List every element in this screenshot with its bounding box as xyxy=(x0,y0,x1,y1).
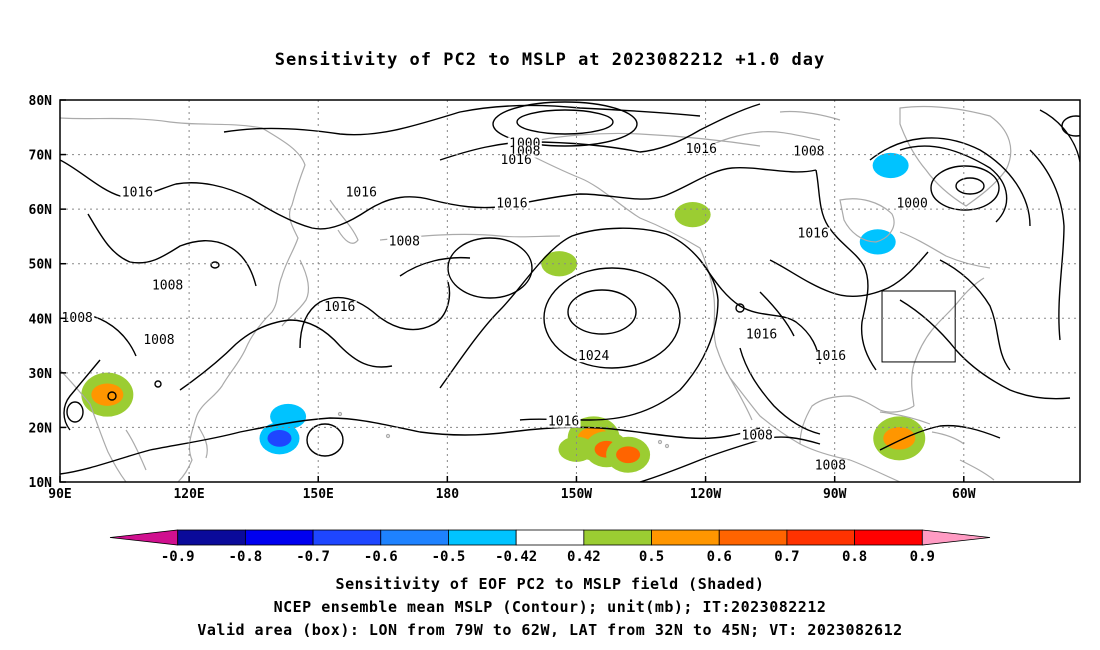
lon-tick-label: 60W xyxy=(952,487,976,502)
lon-tick-label: 120W xyxy=(690,487,721,502)
colorbar-label: 0.8 xyxy=(842,549,867,565)
colorbar-swatch xyxy=(786,529,856,546)
lat-lon-grid xyxy=(60,100,1080,482)
contour-label: 1000 xyxy=(896,196,927,211)
colorbar-swatch xyxy=(244,529,314,546)
lon-tick-label: 90E xyxy=(48,487,71,502)
sensitivity-cell xyxy=(91,383,124,406)
contour-label: 1008 xyxy=(389,235,420,250)
colorbar-swatch xyxy=(380,529,449,546)
colorbar-swatch xyxy=(583,529,652,546)
colorbar-swatch xyxy=(718,529,788,546)
colorbar-label: -0.42 xyxy=(495,549,537,565)
lat-tick-label: 20N xyxy=(29,421,53,436)
colorbar-label: -0.8 xyxy=(229,549,263,565)
contour-label-bg xyxy=(684,142,719,155)
colorbar-swatch xyxy=(854,529,923,546)
lat-tick-label: 80N xyxy=(29,94,53,109)
contour-label-bg xyxy=(150,279,185,292)
colorbar-label: 0.9 xyxy=(910,549,935,565)
contour-label-bg xyxy=(813,350,848,363)
contour-label: 1016 xyxy=(798,226,829,241)
lat-tick-label: 50N xyxy=(29,258,53,273)
caption-line-3: Valid area (box): LON from 79W to 62W, L… xyxy=(197,621,903,639)
colorbar-swatch xyxy=(109,529,179,546)
colorbar-label: -0.7 xyxy=(296,549,330,565)
lon-tick-label: 180 xyxy=(436,487,460,502)
contour-label: 1024 xyxy=(578,349,609,364)
sensitivity-cell xyxy=(267,429,292,447)
contour-label-bg xyxy=(141,333,176,346)
colorbar-label: -0.5 xyxy=(432,549,466,565)
colorbar-swatch xyxy=(312,529,382,546)
contour-label-bg xyxy=(796,227,831,240)
caption-line-2: NCEP ensemble mean MSLP (Contour); unit(… xyxy=(273,598,827,616)
lon-tick-label: 90W xyxy=(823,487,847,502)
caption-line-1: Sensitivity of EOF PC2 to MSLP field (Sh… xyxy=(335,575,765,593)
valid-area-box xyxy=(881,290,956,363)
lon-tick-label: 120E xyxy=(173,487,204,502)
colorbar-label: -0.9 xyxy=(161,549,195,565)
lat-tick-label: 70N xyxy=(29,149,53,164)
contour-label: 1016 xyxy=(548,415,579,430)
contour-label-bg xyxy=(387,235,422,248)
colorbar-label: 0.7 xyxy=(774,549,799,565)
contour-label-bg xyxy=(60,312,95,325)
sensitivity-cell xyxy=(616,446,641,464)
colorbar-swatch xyxy=(515,529,585,546)
isobar-contours xyxy=(60,101,1080,482)
contour-label: 1016 xyxy=(815,349,846,364)
lon-tick-label: 150W xyxy=(561,487,592,502)
contour-label: 1016 xyxy=(346,186,377,201)
contour-label: 1008 xyxy=(815,458,846,473)
contour-label: 1016 xyxy=(122,186,153,201)
contour-label-bg xyxy=(740,429,775,442)
sensitivity-cell xyxy=(872,152,909,179)
map-axes: 90E 120E 150E 180 150W 120W 90W 60W 80N 70N 60N 50N… xyxy=(29,94,976,502)
colorbar-label: 0.5 xyxy=(639,549,664,565)
contour-label-bg xyxy=(494,197,529,210)
contour-label: 1016 xyxy=(501,153,532,168)
contour-label: 1016 xyxy=(746,327,777,342)
lon-tick-label: 150E xyxy=(303,487,334,502)
contour-label: 1008 xyxy=(152,278,183,293)
colorbar-swatch xyxy=(448,529,517,546)
lat-tick-label: 30N xyxy=(29,367,53,382)
contour-label-bg xyxy=(120,186,155,199)
colorbar-swatch xyxy=(651,529,720,546)
contour-label: 1008 xyxy=(62,311,93,326)
lat-tick-label: 10N xyxy=(29,476,53,491)
contour-label-bg xyxy=(576,350,611,363)
map-title: Sensitivity of PC2 to MSLP at 2023082212… xyxy=(274,50,826,70)
contour-label: 1008 xyxy=(143,333,174,348)
contour-label-bg xyxy=(322,301,357,314)
colorbar: -0.9 -0.8 -0.7 -0.6 -0.5 -0.42 0.42 0.5 0.6 0.7 0.… xyxy=(109,529,991,565)
lat-tick-label: 40N xyxy=(29,312,53,327)
contour-label: 1016 xyxy=(496,196,527,211)
contour-label-bg xyxy=(499,153,534,166)
colorbar-label: 0.42 xyxy=(567,549,601,565)
contour-label-bg xyxy=(895,197,930,210)
contour-label: 1016 xyxy=(686,142,717,157)
map-frame xyxy=(59,99,1081,483)
contour-label: 1008 xyxy=(742,428,773,443)
lat-tick-label: 60N xyxy=(29,203,53,218)
contour-label-bg xyxy=(546,415,581,428)
colorbar-label: -0.6 xyxy=(364,549,398,565)
colorbar-swatch xyxy=(177,529,246,546)
colorbar-label: 0.6 xyxy=(707,549,732,565)
colorbar-swatch xyxy=(921,529,991,546)
contour-label-bg xyxy=(344,186,379,199)
contour-label: 1016 xyxy=(324,300,355,315)
contour-label: 1008 xyxy=(793,145,824,160)
contour-label-bg xyxy=(813,459,848,472)
contour-label-bg xyxy=(744,328,779,341)
sensitivity-cell xyxy=(674,202,711,228)
